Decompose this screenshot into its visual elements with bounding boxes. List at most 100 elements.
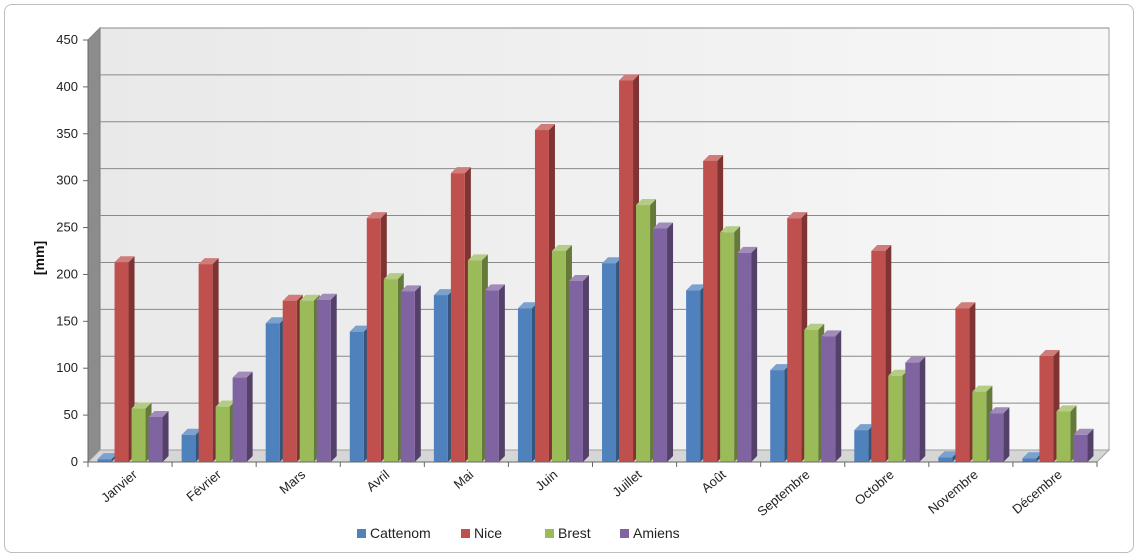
x-tick-label: Septembre — [754, 467, 812, 519]
bar-top — [905, 356, 926, 363]
bar-front — [972, 391, 987, 462]
bar-front — [232, 377, 247, 462]
bar-front — [938, 457, 953, 462]
bar-side — [835, 330, 842, 462]
bar — [568, 275, 589, 462]
bar-front — [770, 370, 785, 462]
bar-front — [349, 331, 364, 462]
bar-top — [653, 222, 674, 229]
bars — [97, 74, 1094, 463]
x-tick-label: Juillet — [609, 467, 644, 500]
legend-swatch — [461, 529, 470, 538]
x-tick-label: Décembre — [1009, 467, 1065, 517]
bar-front — [181, 434, 196, 462]
gridline-side — [87, 262, 101, 275]
bar-top — [1039, 350, 1060, 357]
bar — [484, 284, 505, 462]
bar-top — [619, 74, 640, 81]
bar — [198, 258, 219, 462]
y-tick-label: 450 — [56, 32, 78, 47]
x-tick-label: Octobre — [852, 467, 897, 508]
bar-top — [636, 199, 657, 206]
bar-front — [551, 251, 566, 462]
bar — [821, 330, 842, 462]
bar-top — [400, 285, 421, 292]
bar-top — [1056, 405, 1077, 412]
y-tick-label: 50 — [64, 407, 78, 422]
bar-front — [602, 263, 617, 462]
y-tick-label: 150 — [56, 313, 78, 328]
bar-top — [215, 400, 236, 407]
bar-front — [737, 252, 752, 462]
gridline-side — [87, 215, 101, 228]
bar-front — [299, 300, 314, 462]
bar-side — [582, 275, 589, 462]
x-tick-label: Novembre — [925, 467, 981, 517]
bar-side — [330, 293, 337, 462]
bar-front — [989, 413, 1004, 462]
bar-side — [751, 246, 758, 462]
bar-top — [1073, 428, 1094, 435]
gridline-side — [87, 121, 101, 135]
bar-front — [1039, 356, 1054, 462]
bar-front — [854, 430, 869, 462]
bar-front — [97, 459, 112, 462]
bar-top — [450, 167, 471, 174]
bar — [989, 407, 1010, 462]
bar-top — [383, 273, 404, 280]
bar-front — [400, 291, 415, 462]
bar-top — [737, 246, 758, 253]
bar — [232, 371, 253, 462]
legend-label: Amiens — [633, 525, 680, 541]
x-tick-labels: Janvier Février Mars Avril Mai Juin Juillet Aoû… — [87, 462, 1098, 519]
bar-side — [414, 285, 421, 462]
bar-top — [299, 294, 320, 301]
gridline-side — [87, 402, 101, 416]
bar-top — [551, 245, 572, 251]
legend: Cattenom Nice Brest Amiens — [357, 525, 680, 541]
bar-front — [871, 251, 886, 462]
y-tick-label: 300 — [56, 173, 78, 188]
bar-front — [787, 218, 802, 462]
bar-top — [770, 364, 791, 371]
x-tick-label: Août — [698, 467, 728, 496]
bar-side — [667, 222, 674, 462]
y-tick-label: 0 — [71, 454, 78, 469]
bar-side — [246, 371, 253, 462]
x-tick-label: Juin — [532, 467, 560, 494]
bar-front — [955, 308, 970, 462]
bar-front — [433, 295, 448, 462]
bar — [737, 246, 758, 462]
bar-top — [232, 371, 253, 378]
bar-front — [653, 228, 668, 462]
bar-front — [568, 281, 583, 462]
bar-top — [938, 451, 959, 458]
y-tick-label: 200 — [56, 266, 78, 281]
bar-side — [919, 356, 926, 462]
bar — [1073, 428, 1094, 462]
bar-top — [955, 302, 976, 309]
y-tick-label: 250 — [56, 220, 78, 235]
legend-swatch — [620, 529, 629, 538]
legend-label: Brest — [558, 525, 591, 541]
legend-swatch — [545, 529, 554, 538]
bar-top — [821, 330, 842, 337]
bar — [905, 356, 926, 462]
y-tick-label: 100 — [56, 360, 78, 375]
bar-front — [1056, 411, 1071, 462]
bar-top — [989, 407, 1010, 414]
bar-top — [131, 402, 152, 409]
y-tick-label: 400 — [56, 79, 78, 94]
bar-front — [821, 336, 836, 462]
bar-top — [97, 453, 118, 460]
bar-top — [1022, 452, 1043, 459]
bar-front — [467, 260, 482, 462]
bar-front — [534, 130, 549, 462]
y-tick-labels: 0 50 100 150 200 250 300 350 400 450 — [56, 32, 88, 469]
bar-front — [198, 264, 213, 462]
bar-top — [888, 369, 909, 376]
bar-front — [804, 329, 819, 462]
bar — [400, 285, 421, 462]
bar-front — [888, 375, 903, 462]
bar-front — [703, 160, 718, 462]
